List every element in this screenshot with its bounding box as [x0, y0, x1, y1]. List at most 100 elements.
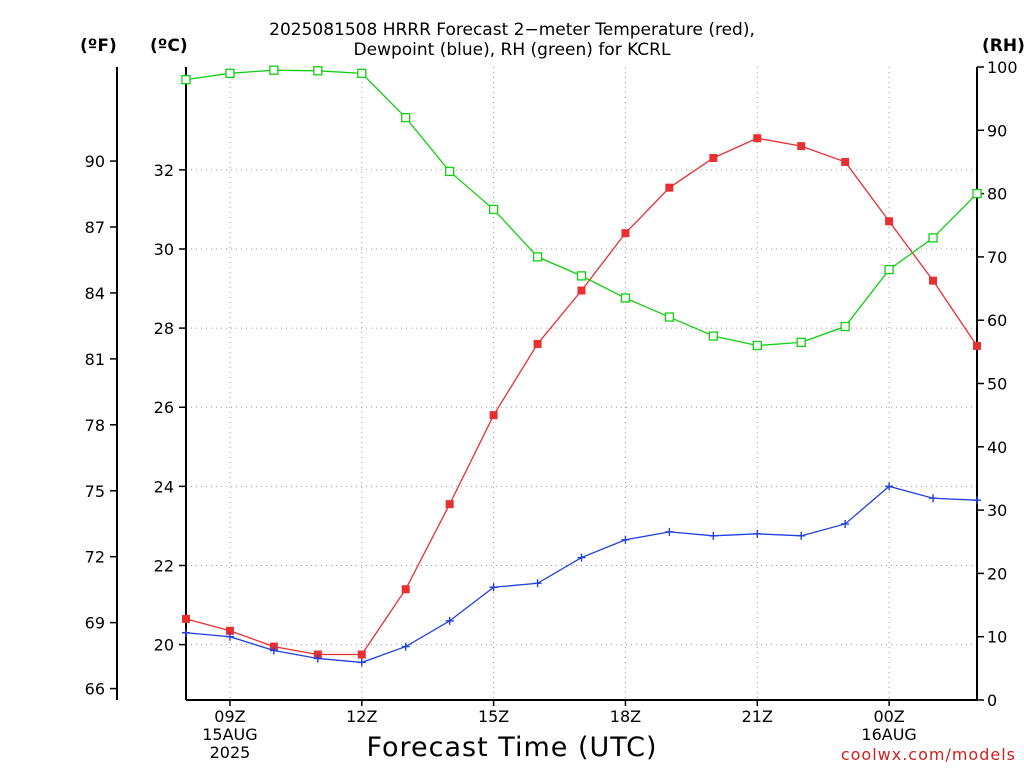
rh-point: [576, 271, 587, 281]
x-tick-label: 16AUG: [861, 725, 916, 744]
rh-tick-label: 90: [987, 121, 1007, 140]
celsius-unit-label: (ºC): [150, 36, 188, 56]
rh-point: [532, 252, 543, 262]
temperature-point: [533, 339, 542, 348]
rh-point: [708, 331, 718, 341]
rh-point: [225, 68, 235, 78]
rh-point: [488, 204, 499, 215]
dewpoint-point: [182, 628, 190, 637]
temperature-point: [401, 585, 410, 594]
chart-title-line-1: 2025081508 HRRR Forecast 2−meter Tempera…: [269, 20, 755, 40]
temperature-point: [797, 142, 806, 151]
rh-point: [313, 66, 323, 76]
celsius-tick-label: 26: [154, 398, 174, 417]
dewpoint-point: [841, 519, 850, 528]
temperature-point: [445, 500, 454, 509]
rh-point: [445, 166, 455, 177]
temperature-point: [841, 157, 850, 166]
credit-text: coolwx.com/models: [840, 745, 1016, 764]
rh-point: [620, 293, 631, 303]
rh-point: [181, 75, 191, 85]
rh-tick-label: 50: [987, 375, 1007, 394]
dewpoint-point: [269, 646, 278, 655]
dewpoint-point: [753, 529, 762, 538]
rh-tick-label: 20: [987, 564, 1007, 583]
fahrenheit-tick-label: 78: [85, 416, 105, 435]
fahrenheit-tick-label: 69: [85, 614, 105, 633]
dewpoint-point: [797, 531, 806, 540]
rh-point: [664, 312, 675, 322]
fahrenheit-tick-label: 87: [85, 218, 105, 237]
temperature-point: [225, 626, 234, 635]
dewpoint-point: [973, 496, 981, 505]
celsius-tick-label: 32: [154, 161, 174, 180]
dewpoint-point: [401, 642, 410, 651]
x-tick-label: 18Z: [610, 707, 641, 726]
dewpoint-point: [533, 579, 542, 588]
dewpoint-point: [665, 527, 674, 536]
fahrenheit-tick-label: 66: [85, 680, 105, 699]
rh-tick-label: 60: [987, 311, 1007, 330]
x-tick-label: 15AUG: [202, 725, 257, 744]
dewpoint-point: [357, 658, 366, 667]
dewpoint-point: [577, 553, 586, 562]
rh-point: [269, 65, 279, 75]
dewpoint-point: [489, 583, 498, 592]
fahrenheit-unit-label: (ºF): [80, 36, 117, 56]
celsius-tick-label: 24: [154, 477, 174, 496]
dewpoint-point: [445, 616, 454, 625]
dewpoint-point: [621, 535, 630, 544]
celsius-tick-label: 22: [154, 556, 174, 575]
celsius-tick-label: 28: [154, 319, 174, 338]
dewpoint-point: [709, 531, 718, 540]
rh-tick-label: 30: [987, 501, 1007, 520]
rh-tick-label: 0: [987, 691, 997, 710]
dewpoint-point: [929, 494, 938, 503]
x-axis-label: Forecast Time (UTC): [366, 732, 658, 763]
x-tick-label: 15Z: [478, 707, 509, 726]
temperature-line: [185, 137, 978, 656]
temperature-point: [577, 286, 586, 295]
rh-tick-label: 40: [987, 438, 1007, 457]
temperature-point: [489, 411, 498, 420]
temperature-point: [973, 341, 981, 350]
x-tick-label: 2025: [210, 743, 251, 762]
fahrenheit-tick-label: 75: [85, 482, 105, 501]
temperature-point: [357, 650, 366, 659]
rh-point: [401, 112, 411, 123]
x-tick-label: 00Z: [873, 707, 904, 726]
temperature-point: [182, 614, 190, 623]
temperature-point: [621, 229, 630, 238]
fahrenheit-tick-label: 84: [85, 284, 105, 303]
rh-line: [185, 69, 978, 347]
celsius-tick-label: 20: [154, 636, 174, 655]
dewpoint-point: [313, 654, 322, 663]
rh-point: [840, 321, 850, 332]
rh-tick-label: 100: [987, 58, 1018, 77]
rh-tick-label: 70: [987, 248, 1007, 267]
fahrenheit-tick-label: 90: [85, 152, 105, 171]
dewpoint-point: [225, 632, 234, 641]
temperature-point: [753, 134, 762, 143]
x-tick-label: 09Z: [214, 707, 245, 726]
temperature-point: [929, 276, 938, 285]
rh-point: [752, 340, 762, 351]
x-tick-label: 12Z: [346, 707, 377, 726]
temperature-point: [665, 183, 674, 192]
x-tick-label: 21Z: [742, 707, 773, 726]
fahrenheit-tick-label: 81: [85, 350, 105, 369]
rh-point: [928, 233, 938, 243]
rh-point: [796, 337, 806, 348]
rh-point: [972, 188, 982, 199]
celsius-tick-label: 30: [154, 240, 174, 259]
rh-unit-label: (RH): [982, 36, 1024, 56]
temperature-point: [885, 217, 894, 226]
rh-point: [357, 68, 367, 78]
rh-point: [884, 264, 894, 275]
temperature-point: [709, 153, 718, 162]
chart-title-line-2: Dewpoint (blue), RH (green) for KCRL: [353, 40, 671, 60]
dewpoint-line: [185, 485, 978, 664]
rh-tick-label: 10: [987, 628, 1007, 647]
fahrenheit-tick-label: 72: [85, 548, 105, 567]
